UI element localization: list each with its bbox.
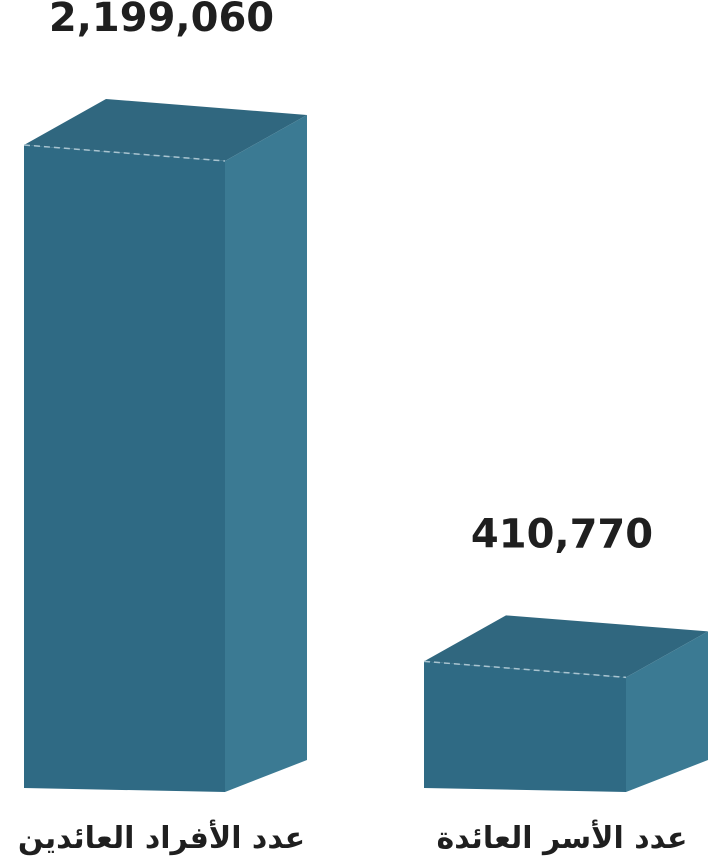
bar-front-face bbox=[424, 661, 626, 792]
bar-top-face bbox=[24, 99, 307, 161]
value-label-returning-families: 410,770 bbox=[471, 511, 653, 557]
bar-top-edge bbox=[23, 144, 226, 162]
bar-side-face bbox=[626, 631, 708, 792]
bar-front-face bbox=[24, 145, 225, 792]
bar-returning-families: 410,770 عدد الأسر العائدة bbox=[423, 511, 708, 856]
category-label-returning-families: عدد الأسر العائدة bbox=[437, 819, 688, 856]
value-label-returning-individuals: 2,199,060 bbox=[49, 0, 274, 41]
category-label-returning-individuals: عدد الأفراد العائدين bbox=[18, 819, 305, 856]
bar-returning-individuals: 2,199,060 عدد الأفراد العائدين bbox=[18, 0, 307, 856]
bar-top-edge bbox=[423, 660, 627, 679]
bar-top-face bbox=[424, 615, 708, 678]
bar-side-face bbox=[225, 115, 307, 792]
